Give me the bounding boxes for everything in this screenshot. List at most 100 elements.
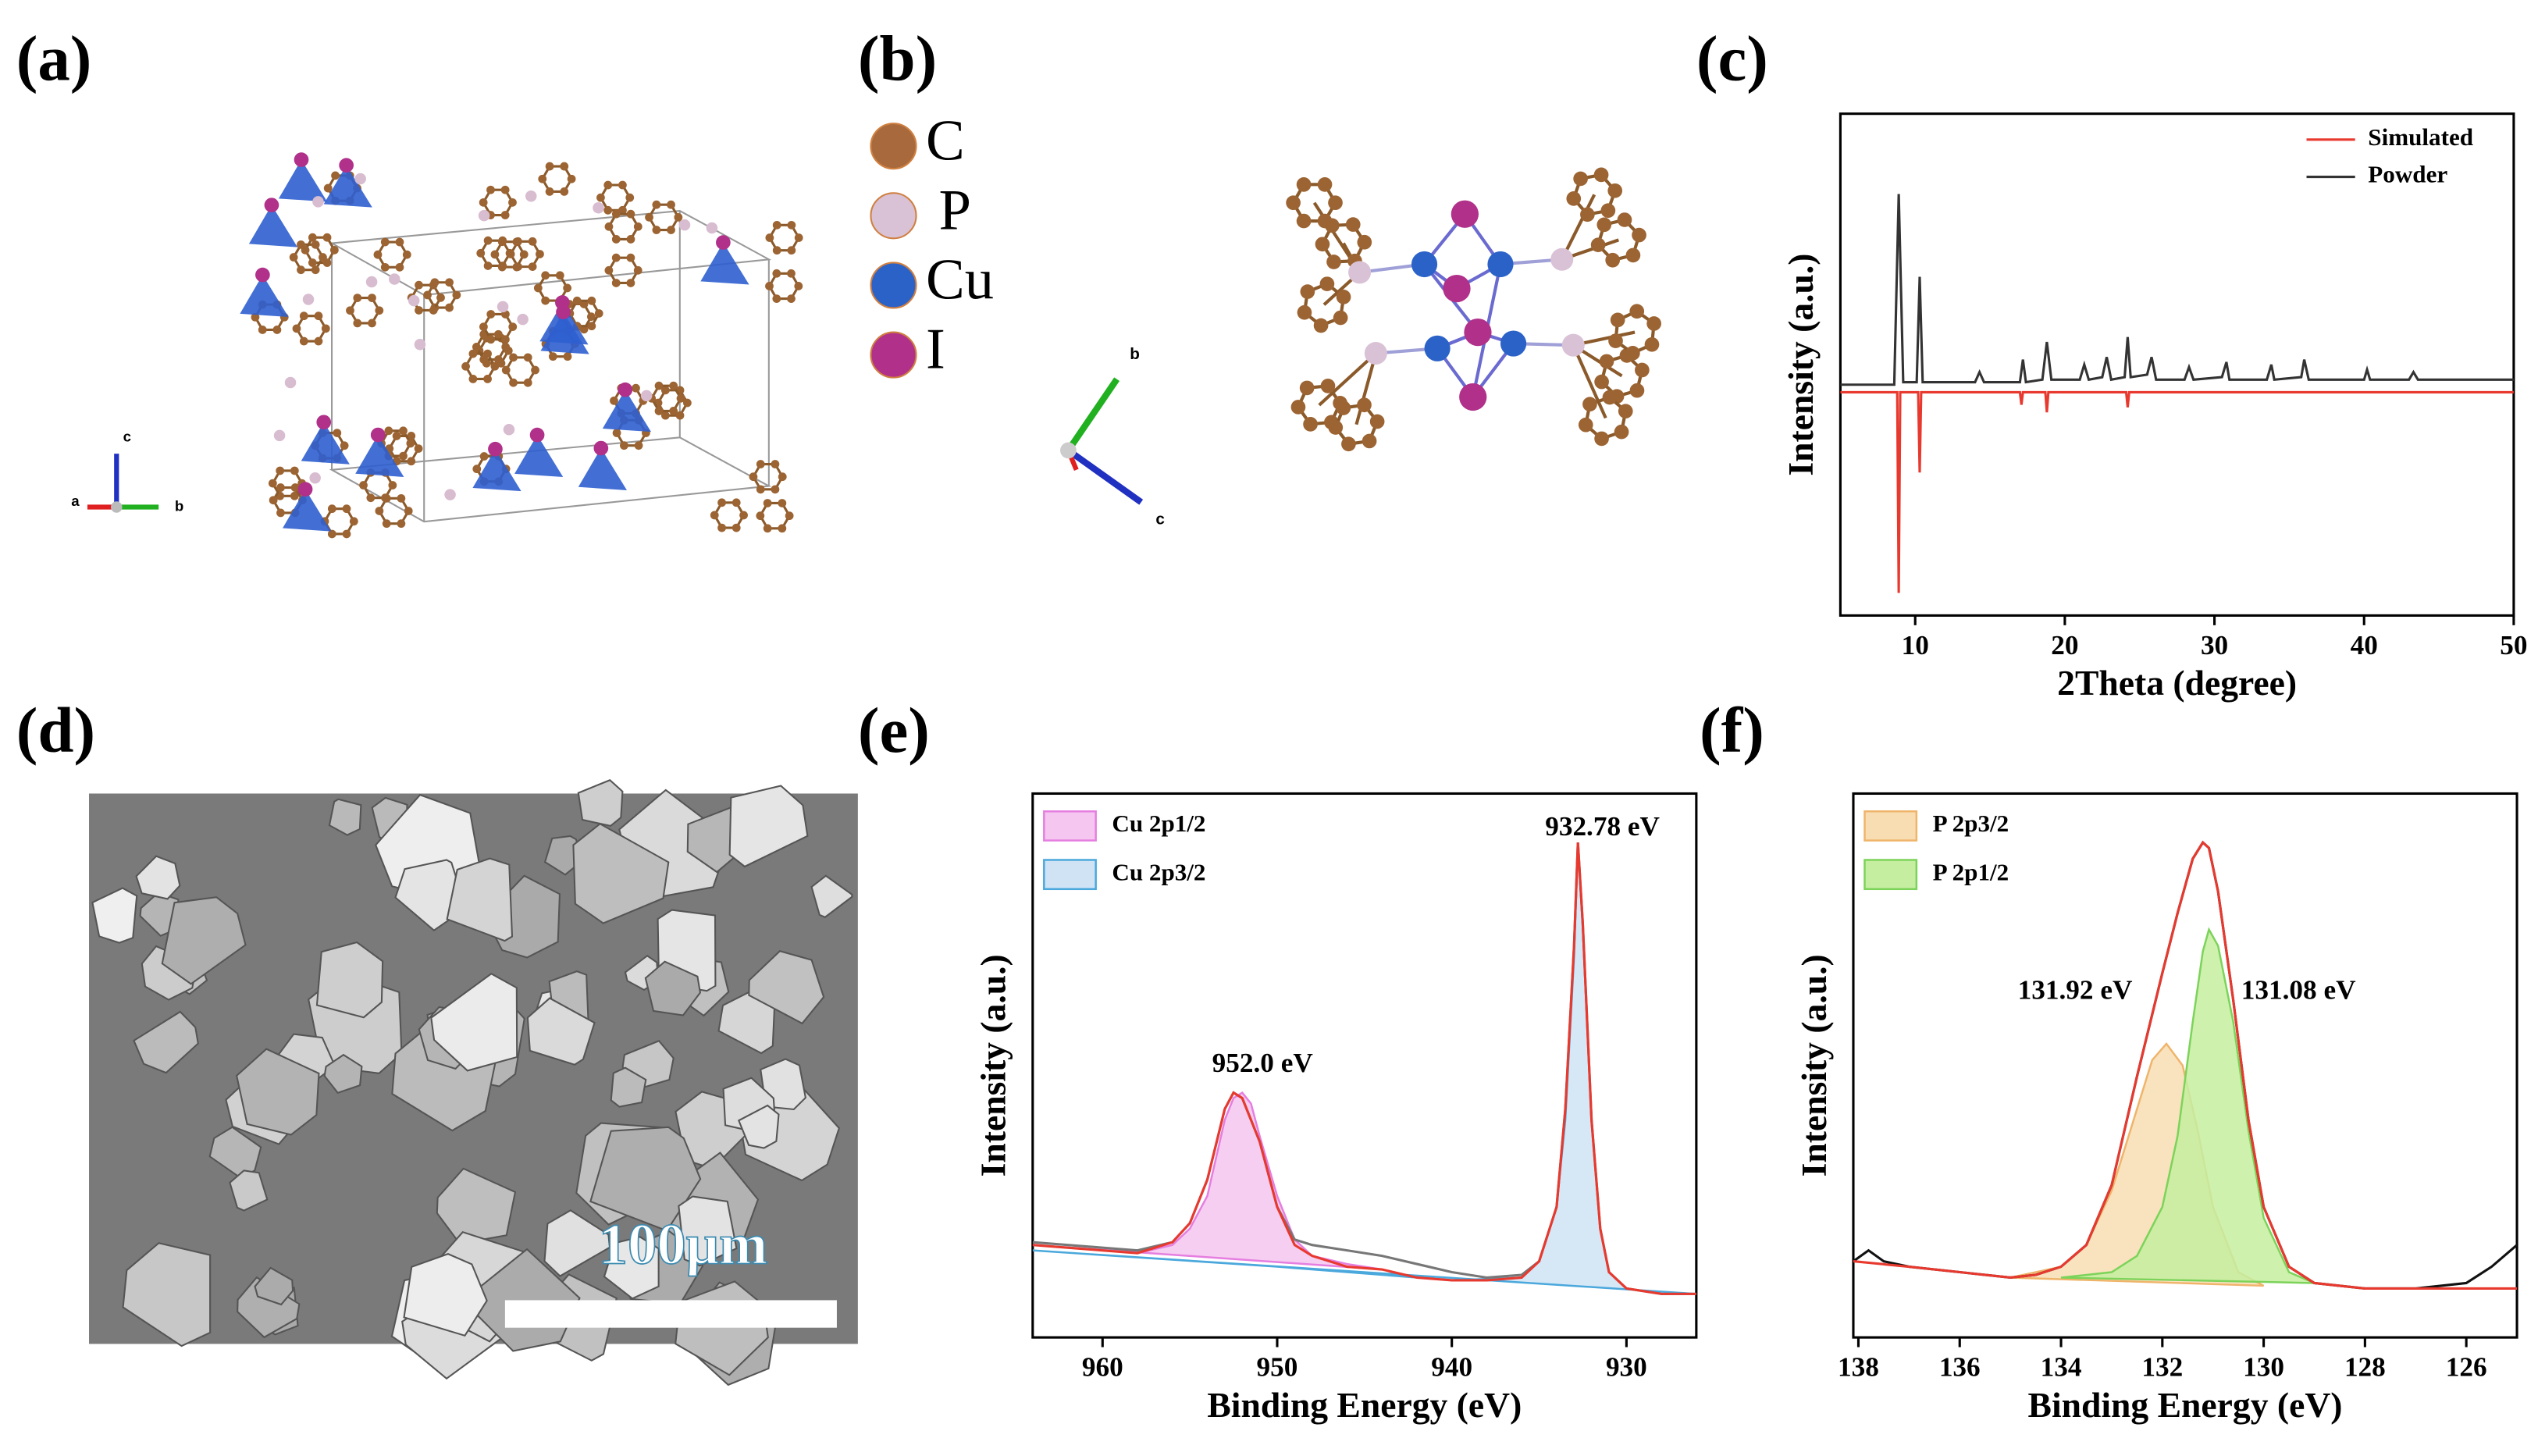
atom: [389, 273, 400, 285]
atom: [731, 498, 741, 507]
atom: [548, 352, 557, 361]
ring: [504, 356, 537, 384]
atom: [633, 222, 643, 231]
atom: [486, 185, 495, 194]
crystal: [543, 1209, 611, 1277]
x-tick-label: 138: [1838, 1352, 1879, 1383]
atom: [490, 250, 500, 259]
x-tick-label: 132: [2141, 1352, 2183, 1383]
x-tick-label: 930: [1606, 1352, 1647, 1383]
atom: [1317, 177, 1333, 192]
atom: [497, 237, 507, 247]
crystal: [403, 1253, 488, 1337]
atom: [445, 303, 454, 312]
atom: [626, 253, 635, 262]
atom: [512, 262, 521, 272]
atom: [346, 306, 354, 315]
atom: [1362, 433, 1377, 449]
atom: [493, 329, 503, 339]
atom: [523, 378, 532, 387]
chart: 10 20 30 40 50 2Theta (degree) Intensity (a.u.…: [1781, 112, 2528, 703]
atom: [323, 183, 333, 193]
atom: [497, 262, 507, 272]
atom: [593, 440, 609, 456]
atom: [406, 439, 415, 448]
atom: [528, 237, 537, 246]
tetrahedron: [540, 311, 589, 354]
x-tick-label: 134: [2041, 1352, 2082, 1383]
tetrahedron: [283, 489, 332, 532]
atom: [342, 504, 351, 514]
atom: [380, 262, 390, 272]
atom: [321, 324, 330, 333]
y-axis-label: Intensity (a.u.): [1794, 954, 1834, 1177]
crystal: [91, 887, 138, 944]
atom: [787, 246, 796, 255]
crystal: [526, 997, 596, 1066]
atom: [1341, 436, 1356, 452]
atom: [785, 511, 794, 521]
atom: [1635, 362, 1650, 378]
atom: [1290, 400, 1306, 415]
atom: [620, 441, 628, 450]
atom: [523, 353, 532, 362]
scale-bar-label: 100μm: [599, 1212, 767, 1276]
legend-swatch: [1863, 859, 1918, 891]
tetrahedron: [323, 165, 372, 208]
atom: [354, 173, 366, 185]
atom: [314, 336, 323, 346]
atom: [632, 383, 640, 393]
crystal: [610, 1066, 647, 1108]
atom: [1594, 431, 1609, 447]
atom: [1313, 318, 1329, 333]
atom: [610, 396, 618, 405]
x-tick-label: 40: [2351, 630, 2378, 660]
legend-label: C: [926, 108, 965, 173]
atom: [611, 279, 621, 287]
crystal: [237, 1276, 301, 1339]
atom: [1629, 304, 1645, 319]
atom: [794, 282, 803, 290]
atom: [654, 381, 664, 390]
atom: [472, 465, 482, 474]
panel-label: (b): [858, 22, 937, 94]
atom: [771, 485, 780, 494]
atom: [594, 309, 603, 318]
panel-label: (f): [1700, 694, 1764, 766]
atom: [1607, 183, 1623, 198]
atom: [397, 493, 406, 503]
atom: [414, 338, 426, 351]
atom: [329, 245, 339, 255]
x-tick-label: 960: [1082, 1352, 1123, 1383]
atom: [531, 365, 539, 375]
atom: [423, 290, 432, 300]
atom: [1459, 383, 1487, 411]
atom: [370, 427, 386, 443]
axis-arrow: [1066, 447, 1144, 505]
ring: [295, 315, 328, 343]
atom: [756, 460, 765, 468]
atom: [353, 294, 362, 302]
atom: [1600, 203, 1616, 219]
atom: [1590, 237, 1606, 253]
atom: [1357, 397, 1372, 413]
atom: [399, 451, 408, 461]
bond: [1354, 352, 1378, 425]
atom: [1451, 200, 1479, 228]
atom: [501, 335, 510, 344]
bond: [1318, 351, 1377, 407]
atom: [461, 361, 470, 371]
atom: [1319, 276, 1335, 291]
crystal-structure: a b c: [71, 152, 803, 539]
crystal: [122, 1242, 212, 1347]
atom: [669, 407, 678, 415]
axis-arrow: [1065, 377, 1120, 453]
ring: [607, 256, 640, 285]
crystal: [135, 855, 181, 900]
atom: [567, 174, 576, 183]
sem-image: 100μm: [89, 779, 858, 1387]
tetrahedron: [240, 275, 289, 317]
atom: [652, 226, 661, 234]
